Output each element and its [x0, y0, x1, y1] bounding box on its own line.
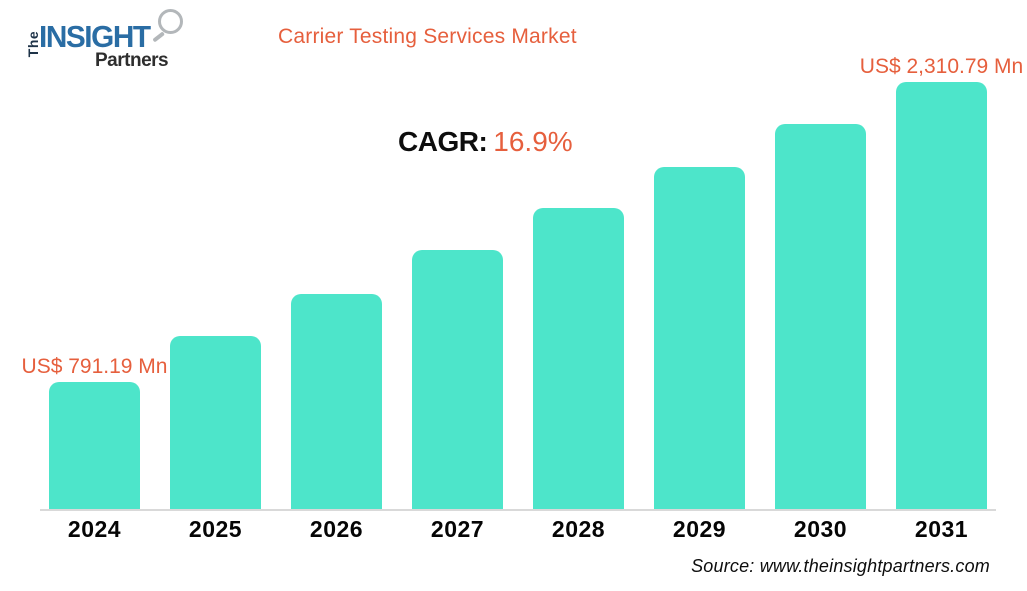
bar-column-2031: US$ 2,310.79 Mn 2031: [860, 55, 1023, 542]
bar-column-2028: 2028: [533, 82, 624, 542]
bar-2028: [533, 208, 624, 509]
value-label-2024: US$ 791.19 Mn: [21, 355, 168, 378]
bar-column-2026: 2026: [291, 82, 382, 542]
cagr-value: 16.9%: [493, 126, 573, 157]
x-tick-2031: 2031: [914, 516, 969, 542]
x-tick-2024: 2024: [67, 516, 122, 542]
source-text: Source: www.theinsightpartners.com: [691, 556, 990, 576]
bar-2026: [291, 294, 382, 509]
bar-column-2030: 2030: [775, 82, 866, 542]
logo-partners-text: Partners: [95, 50, 169, 71]
magnifier-handle-icon: [152, 31, 165, 43]
logo: The INSIGHT Partners: [24, 8, 199, 76]
bar-column-2024: US$ 791.19 Mn 2024: [22, 82, 168, 542]
x-axis-line: [40, 509, 996, 511]
x-tick-2027: 2027: [430, 516, 485, 542]
bar-column-2027: 2027: [412, 82, 503, 542]
magnifier-icon: [158, 9, 183, 34]
x-tick-2026: 2026: [309, 516, 364, 542]
bar-column-2029: 2029: [654, 82, 745, 542]
bar-2024: US$ 791.19 Mn: [22, 355, 167, 509]
x-tick-2029: 2029: [672, 516, 727, 542]
bar-2031: US$ 2,310.79 Mn: [860, 55, 1023, 509]
value-label-2031: US$ 2,310.79 Mn: [859, 55, 1024, 78]
cagr-annotation: CAGR: 16.9%: [398, 126, 573, 158]
plot-area: US$ 791.19 Mn 2024 2025 2026 2027 2028 2029 203…: [22, 55, 1024, 542]
x-tick-2030: 2030: [793, 516, 848, 542]
x-tick-2025: 2025: [188, 516, 243, 542]
bar-2027: [412, 250, 503, 509]
logo-insight-text: INSIGHT: [39, 19, 151, 54]
chart-title: Carrier Testing Services Market: [278, 25, 577, 48]
bar-column-2025: 2025: [170, 82, 261, 542]
bar-2030: [775, 124, 866, 509]
x-tick-2028: 2028: [551, 516, 606, 542]
cagr-label: CAGR:: [398, 126, 488, 157]
bar-2025: [170, 336, 261, 509]
bar-2029: [654, 167, 745, 509]
